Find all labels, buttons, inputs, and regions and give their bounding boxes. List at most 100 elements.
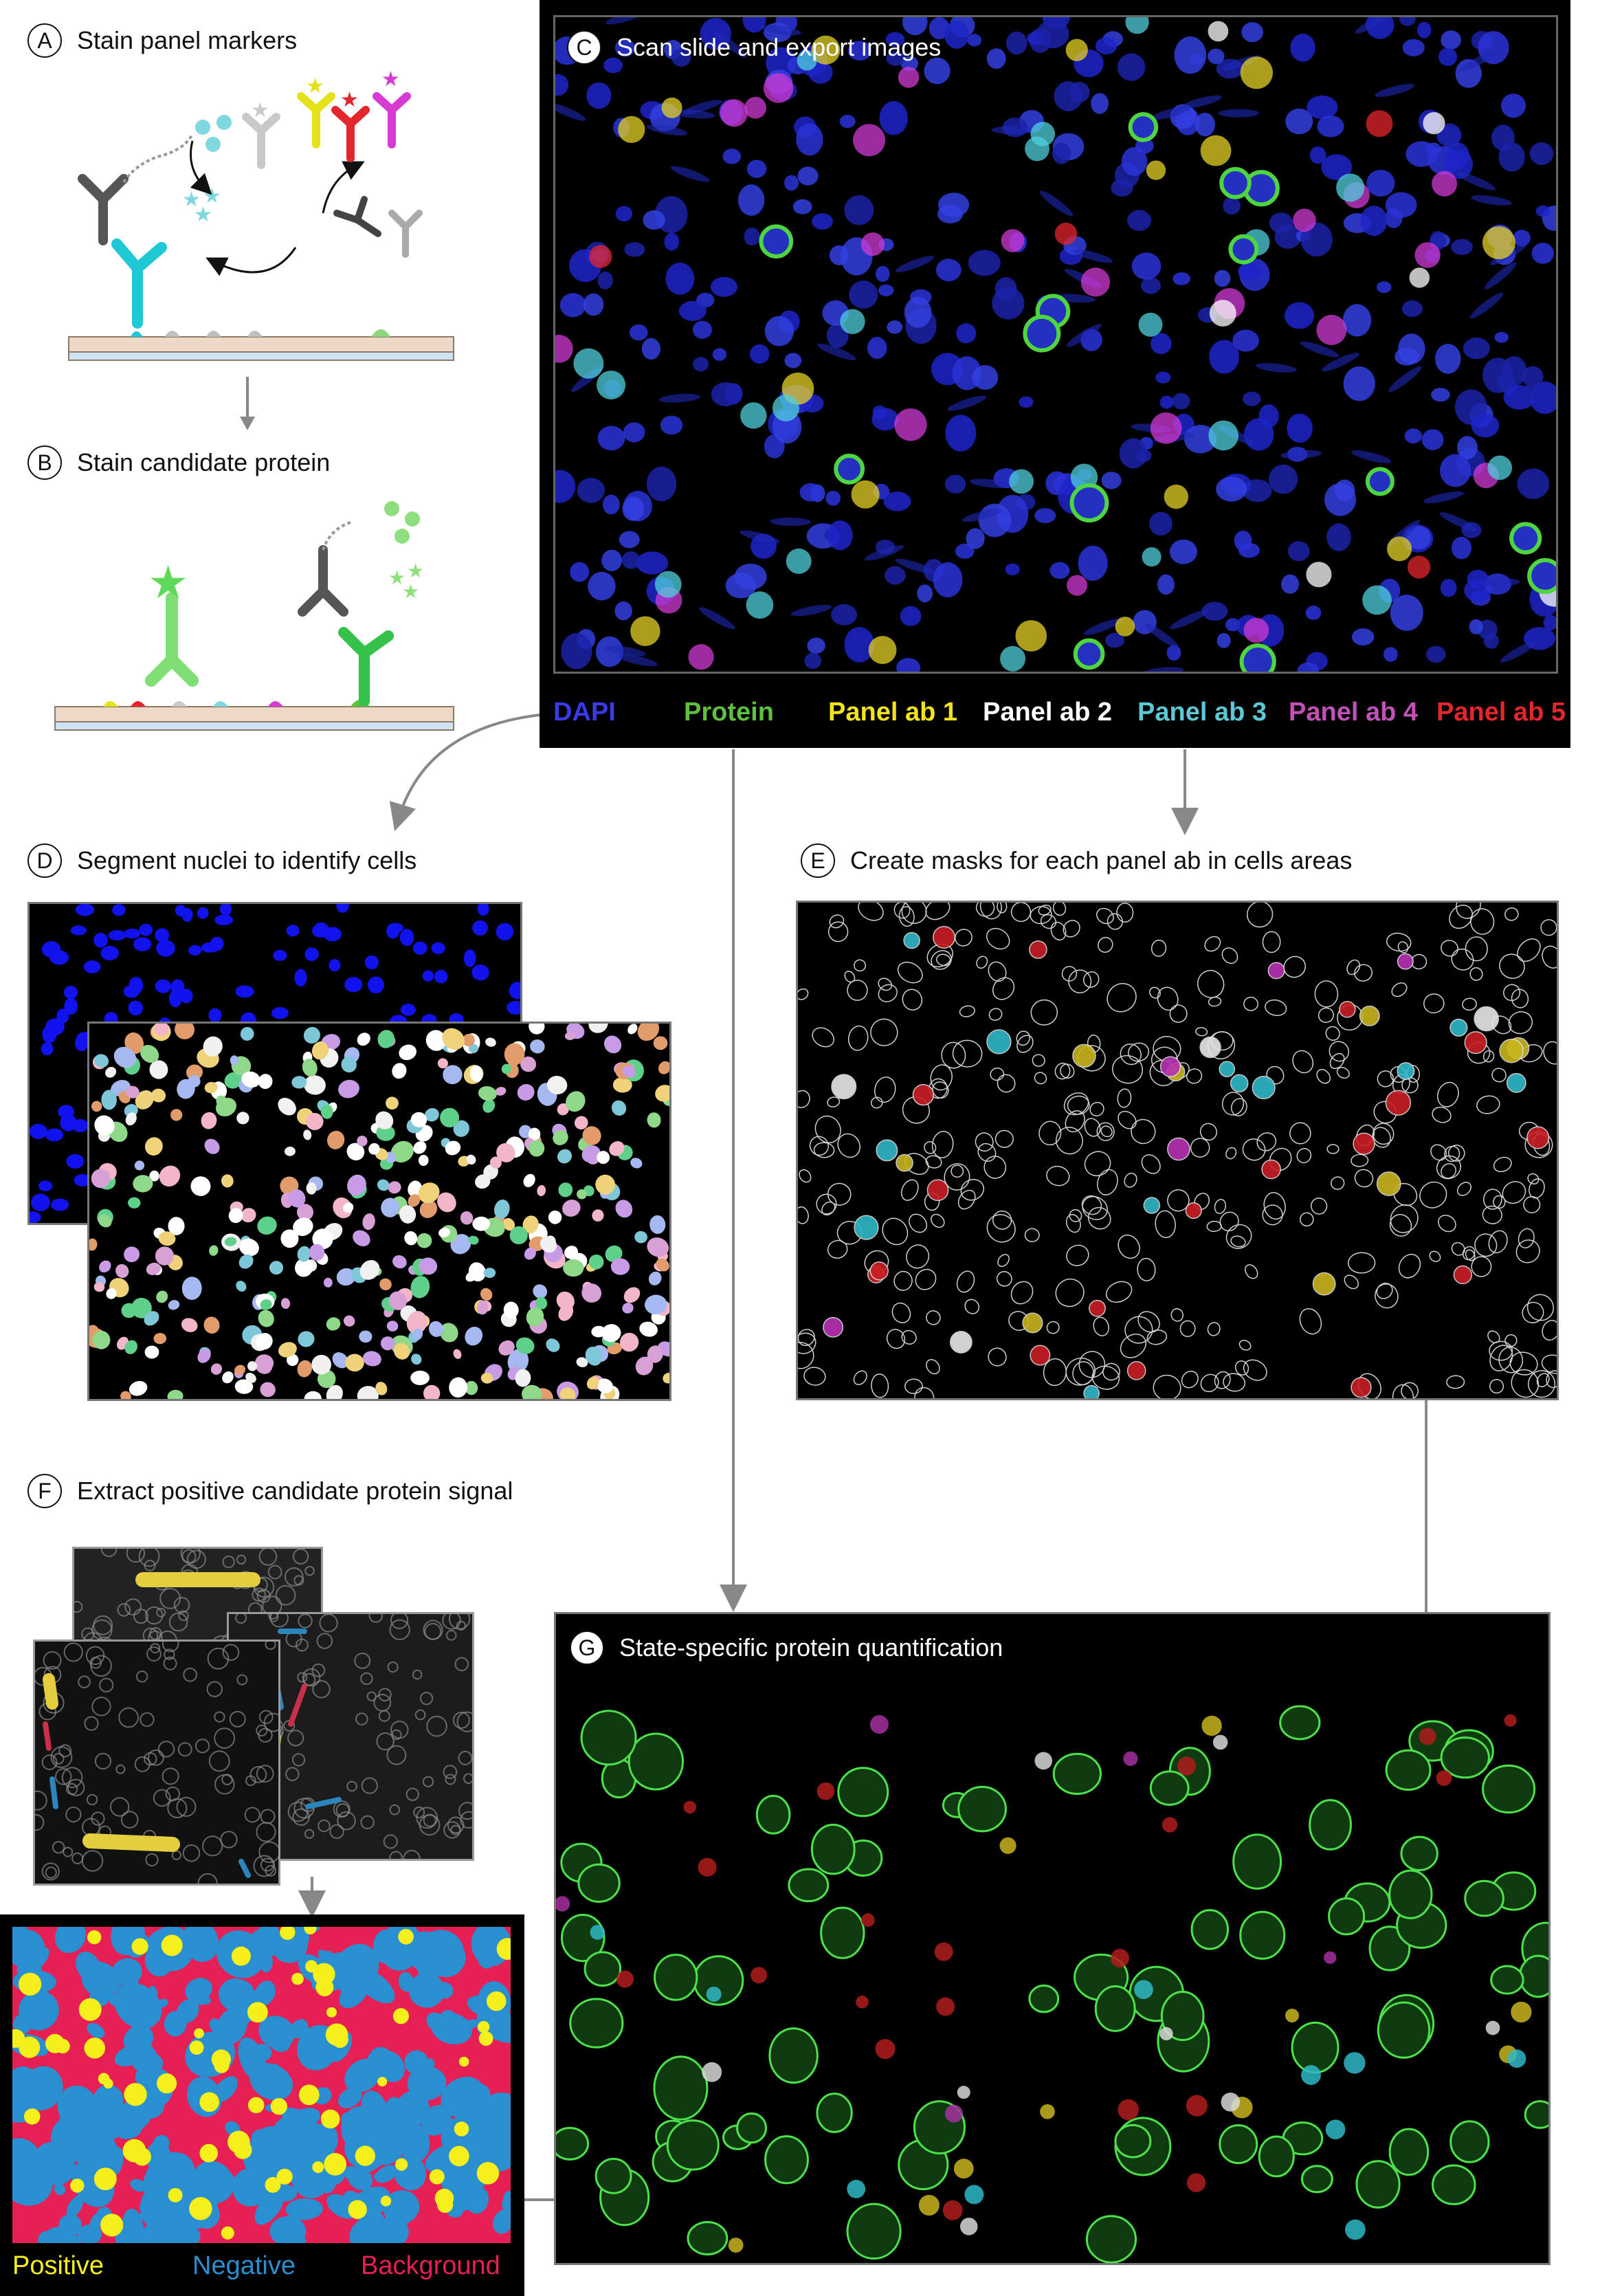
- cell-ring: [368, 1614, 383, 1623]
- dapi-nucleus: [477, 904, 489, 916]
- dapi-nucleus: [624, 242, 645, 257]
- segmented-nucleus: [359, 1260, 380, 1280]
- dapi-nucleus: [235, 985, 254, 998]
- cell-outline: [1024, 1228, 1040, 1242]
- dapi-nucleus: [1513, 230, 1531, 247]
- step-a-title: A Stain panel markers: [27, 23, 297, 58]
- negative-region: [243, 2136, 285, 2182]
- masked-cell: [912, 1083, 935, 1106]
- segmented-nucleus: [245, 1373, 256, 1383]
- marker-signal: [1345, 2219, 1366, 2240]
- dapi-nucleus: [188, 945, 202, 956]
- dapi-nucleus: [966, 528, 985, 549]
- segmented-nucleus: [635, 1356, 654, 1376]
- cell-outline: [997, 1074, 1016, 1093]
- dapi-nucleus: [1543, 615, 1556, 630]
- protein-outline: [755, 1794, 791, 1835]
- protein-outline: [1160, 1990, 1205, 2042]
- cell-outline: [1010, 903, 1032, 923]
- cell-outline: [1055, 1278, 1085, 1307]
- segmented-nucleus: [91, 1169, 111, 1189]
- cell-outline: [1118, 1111, 1137, 1129]
- masked-cell: [1376, 1171, 1401, 1196]
- masked-cell: [1506, 1072, 1526, 1093]
- cell-outline: [1491, 1068, 1507, 1083]
- cell-outline: [1391, 982, 1408, 997]
- cell-outline: [1540, 919, 1557, 936]
- cell-outline: [926, 1359, 940, 1375]
- cell-outline: [1050, 921, 1067, 941]
- cell-outline: [1124, 1316, 1153, 1344]
- cell-outline: [1344, 1274, 1359, 1290]
- channel-legend-panel-ab-4: Panel ab 4: [1289, 698, 1418, 727]
- marker-positive-cell: [868, 636, 897, 664]
- marker-positive-cell: [618, 115, 645, 143]
- dapi-nucleus: [1491, 124, 1515, 151]
- segmented-nucleus: [526, 1307, 544, 1327]
- dapi-nucleus: [463, 949, 476, 967]
- elongated-nucleus: [1388, 366, 1422, 393]
- dapi-nucleus: [1438, 47, 1458, 67]
- positive-region: [93, 2167, 117, 2191]
- positive-region: [199, 2143, 219, 2163]
- marker-signal: [1485, 2020, 1500, 2035]
- segmented-nucleus: [437, 1058, 448, 1069]
- cell-outline: [1089, 1101, 1104, 1117]
- segmented-nucleus: [345, 1354, 364, 1372]
- positive-region: [305, 1960, 318, 1973]
- cell-ring: [298, 1614, 313, 1629]
- elongated-nucleus: [699, 607, 735, 630]
- cell-outline: [1470, 908, 1495, 935]
- dapi-nucleus: [1309, 146, 1326, 164]
- stain-panel-illustration: ★ ★ ★ ★ ★ ★ ★: [68, 67, 454, 361]
- negative-region: [421, 2078, 440, 2096]
- step-d-title: D Segment nuclei to identify cells: [27, 843, 416, 878]
- segmented-nucleus: [280, 1229, 299, 1248]
- cell-outline: [1096, 907, 1114, 925]
- negative-region: [76, 1951, 102, 1983]
- negative-region: [254, 2044, 272, 2061]
- masked-cell: [1449, 1018, 1468, 1037]
- cell-ring: [153, 1789, 171, 1807]
- segmented-nucleus: [449, 1377, 468, 1398]
- dapi-nucleus: [807, 637, 825, 654]
- segmented-nucleus: [653, 1036, 668, 1050]
- cell-outline: [1476, 1095, 1500, 1114]
- masked-cell: [1030, 1345, 1051, 1366]
- segmented-nucleus: [288, 1189, 306, 1208]
- cell-outline: [1195, 1027, 1208, 1037]
- dapi-nucleus: [614, 38, 635, 57]
- cell-outline: [901, 1329, 917, 1345]
- protein-outline: [764, 2135, 809, 2185]
- cell-outline: [964, 1299, 979, 1314]
- negative-region: [421, 2105, 452, 2136]
- cell-outline: [853, 1370, 867, 1385]
- dapi-nucleus: [1451, 536, 1472, 560]
- cell-ring: [260, 1857, 274, 1872]
- segmented-nucleus: [230, 1055, 238, 1066]
- cell-outline: [1066, 1244, 1089, 1266]
- cell-outline: [1043, 1358, 1067, 1387]
- segmented-nucleus: [375, 1111, 394, 1129]
- dapi-nucleus: [1522, 366, 1544, 388]
- segmented-nucleus: [377, 1030, 395, 1048]
- segmented-nucleus: [156, 1290, 168, 1303]
- segmented-nucleus: [533, 1284, 548, 1299]
- marker-positive-cell: [811, 35, 841, 65]
- dapi-nucleus: [124, 928, 140, 939]
- cell-outline: [1069, 1208, 1082, 1222]
- positive-region: [478, 2031, 493, 2046]
- segmented-nucleus: [304, 1075, 326, 1095]
- marker-positive-cell: [1243, 617, 1269, 643]
- segmented-nucleus: [585, 1347, 602, 1366]
- cell-ring: [284, 1567, 304, 1587]
- cell-outline: [1246, 903, 1274, 928]
- segmented-nucleus: [557, 1149, 573, 1164]
- cell-ring: [460, 1811, 472, 1829]
- dapi-nucleus: [93, 932, 108, 948]
- cell-outline: [1456, 1182, 1471, 1196]
- cell-outline: [1016, 1030, 1030, 1046]
- negative-region: [375, 2051, 405, 2082]
- cell-ring: [144, 1559, 156, 1571]
- segmented-nucleus: [647, 1345, 663, 1363]
